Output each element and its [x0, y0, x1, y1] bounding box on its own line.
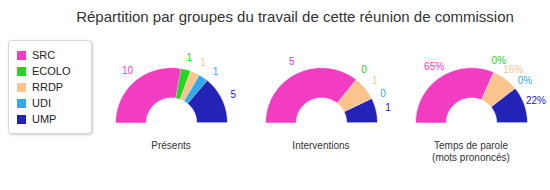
- svg-text:65%: 65%: [424, 61, 444, 72]
- svg-text:1: 1: [385, 102, 391, 113]
- html-text:Répartition par groupes du tra: Répartition par groupes du travail de ce…: [76, 8, 514, 25]
- svg-text:5: 5: [231, 89, 237, 100]
- svg-text:1: 1: [200, 57, 206, 68]
- html-text:SRC: SRC: [32, 49, 56, 61]
- svg-text:0%: 0%: [518, 75, 533, 86]
- html-text:UMP: UMP: [32, 113, 57, 125]
- svg-text:0: 0: [380, 88, 386, 99]
- svg-text:1: 1: [372, 75, 378, 86]
- html-text:Temps de parole (mots prononcé: Temps de parole (mots prononcés): [432, 140, 510, 163]
- svg-text:1: 1: [186, 52, 192, 63]
- html-text:Interventions: Interventions: [292, 140, 350, 151]
- html-text:RRDP: RRDP: [32, 81, 64, 93]
- svg-text:5: 5: [289, 56, 295, 67]
- svg-text:10: 10: [122, 65, 134, 76]
- html-text:ECOLO: ECOLO: [32, 65, 71, 77]
- html-text:UDI: UDI: [32, 97, 51, 109]
- svg-text:1: 1: [213, 66, 219, 77]
- svg-text:0%: 0%: [491, 55, 507, 67]
- svg-text:22%: 22%: [526, 95, 546, 106]
- svg-text:16%: 16%: [503, 64, 523, 75]
- svg-text:0: 0: [361, 64, 367, 75]
- html-text:Présents: Présents: [151, 140, 191, 151]
